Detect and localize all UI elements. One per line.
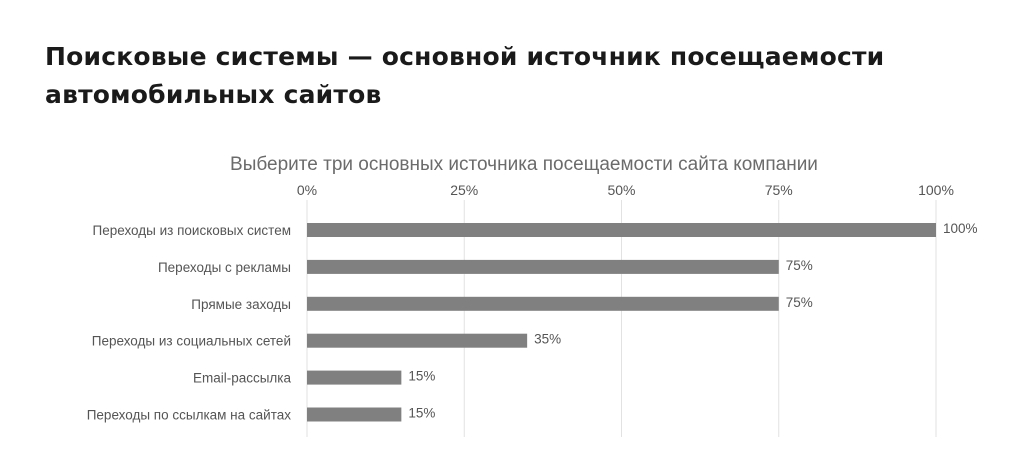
category-label: Прямые заходы xyxy=(191,297,291,312)
value-label: 15% xyxy=(408,406,435,421)
category-label: Переходы по ссылкам на сайтах xyxy=(87,408,292,423)
bars xyxy=(307,223,936,422)
page-title: Поисковые системы — основной источник по… xyxy=(45,38,945,114)
x-axis-ticks: 0% 25% 50% 75% 100% xyxy=(297,182,954,198)
category-label: Переходы из социальных сетей xyxy=(92,334,291,349)
category-label: Переходы с рекламы xyxy=(158,260,291,275)
x-tick-label: 100% xyxy=(918,182,954,198)
bar xyxy=(307,296,779,311)
bar xyxy=(307,223,936,237)
page-title-line-1: Поисковые системы — основной источник по… xyxy=(45,42,885,71)
category-label: Email-рассылка xyxy=(193,371,292,386)
value-label: 75% xyxy=(786,258,813,273)
category-label: Переходы из поисковых систем xyxy=(93,223,291,238)
x-tick-label: 50% xyxy=(607,182,635,198)
bar xyxy=(307,259,779,274)
x-tick-label: 25% xyxy=(450,182,478,198)
x-tick-label: 75% xyxy=(765,182,793,198)
category-labels: Переходы из поисковых систем Переходы с р… xyxy=(87,223,292,423)
value-labels: 100% 75% 75% 35% 15% 15% xyxy=(408,221,977,421)
value-label: 15% xyxy=(408,369,435,384)
chart-subtitle: Выберите три основных источника посещаем… xyxy=(230,154,818,175)
value-label: 35% xyxy=(534,332,561,347)
value-label: 75% xyxy=(786,295,813,310)
grid-lines xyxy=(306,200,937,437)
x-tick-label: 0% xyxy=(297,182,317,198)
bar xyxy=(307,370,402,385)
page-title-line-2: автомобильных сайтов xyxy=(45,80,382,109)
value-label: 100% xyxy=(943,221,978,236)
bar xyxy=(307,333,528,348)
bar xyxy=(307,407,402,422)
